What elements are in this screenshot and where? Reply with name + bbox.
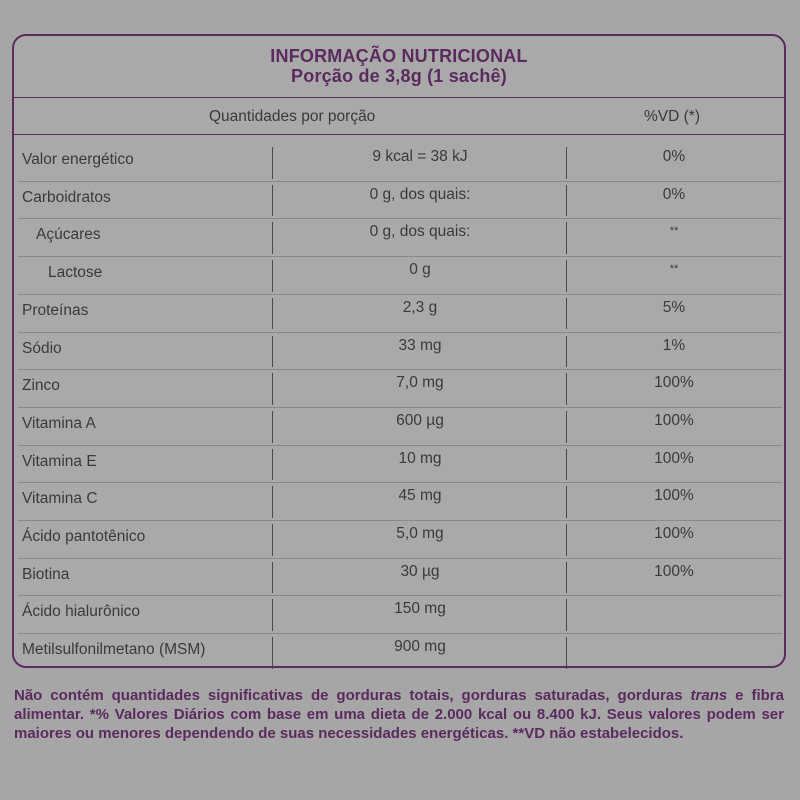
row-vd: 5% [662, 298, 686, 316]
row-divider [18, 180, 782, 182]
row-amount: 0 g, dos quais: [369, 185, 471, 203]
column-divider [272, 599, 273, 632]
row-amount: 2,3 g [402, 298, 438, 316]
row-name: Zinco [22, 377, 60, 395]
row-name: Valor energético [22, 151, 134, 168]
column-divider [272, 222, 273, 255]
row-divider [18, 482, 782, 484]
column-divider [566, 561, 567, 594]
footnote: Não contém quantidades significativas de… [14, 686, 784, 743]
row-amount: 9 kcal = 38 kJ [372, 148, 468, 165]
column-divider [272, 637, 273, 669]
row-name: Proteínas [22, 301, 89, 319]
row-name: Biotina [22, 565, 70, 583]
row-divider [18, 520, 782, 521]
column-divider [272, 373, 273, 405]
header-vd: %VD (*) [644, 108, 700, 125]
row-divider [18, 331, 782, 333]
column-divider [566, 637, 567, 669]
column-divider [566, 599, 567, 632]
column-divider [566, 448, 567, 481]
column-divider [566, 486, 567, 518]
row-amount: 7,0 mg [396, 374, 444, 392]
row-vd: 100% [654, 525, 694, 542]
row-vd: 100% [654, 562, 694, 580]
nutrition-table: INFORMAÇÃO NUTRICIONAL Porção de 3,8g (1… [12, 34, 786, 669]
row-name: Ácido pantotênico [22, 528, 146, 545]
row-divider [18, 293, 782, 295]
row-name: Vitamina A [22, 414, 96, 432]
column-divider [272, 297, 273, 330]
row-amount: 600 µg [396, 411, 444, 429]
row-vd: 100% [654, 374, 694, 392]
row-name: Metilsulfonilmetano (MSM) [22, 641, 206, 659]
row-name: Lactose [48, 264, 103, 282]
column-divider [272, 410, 273, 443]
row-amount: 0 g, dos quais: [369, 223, 471, 241]
row-amount: 45 mg [398, 487, 442, 505]
row-amount: 10 mg [398, 449, 442, 467]
row-amount: 900 mg [394, 638, 446, 656]
footnote-trans: trans [690, 687, 728, 704]
row-amount: 30 µg [400, 562, 440, 580]
column-divider [272, 184, 273, 217]
row-name: Carboidratos [22, 188, 111, 206]
column-divider [566, 335, 567, 368]
header-divider [14, 134, 784, 135]
column-divider [566, 297, 567, 330]
portion-size: Porção de 3,8g (1 sachê) [291, 66, 507, 86]
row-amount: 5,0 mg [396, 525, 444, 542]
column-divider [566, 222, 567, 255]
row-name: Vitamina C [22, 490, 98, 508]
header-quantity: Quantidades por porção [209, 108, 376, 125]
column-divider [272, 335, 273, 368]
row-vd: 1% [662, 336, 686, 354]
row-vd: 100% [654, 449, 694, 467]
column-divider [272, 448, 273, 481]
column-divider [566, 184, 567, 217]
table-title: INFORMAÇÃO NUTRICIONAL [270, 46, 528, 66]
row-vd: ** [669, 225, 679, 238]
row-name: Vitamina E [22, 452, 97, 470]
column-divider [566, 373, 567, 405]
column-divider [566, 147, 567, 179]
row-name: Ácido hialurônico [22, 603, 141, 621]
row-divider [18, 256, 782, 258]
row-name: Açúcares [36, 226, 101, 244]
row-vd: 100% [654, 411, 694, 429]
column-divider [272, 486, 273, 518]
row-amount: 0 g [409, 261, 431, 279]
column-divider [272, 260, 273, 292]
row-amount: 33 mg [398, 336, 442, 354]
row-vd: 0% [662, 148, 686, 165]
footnote-text-1: Não contém quantidades significativas de… [14, 687, 691, 704]
row-divider [18, 633, 782, 635]
column-divider [272, 147, 273, 179]
row-divider [18, 444, 782, 446]
column-divider [566, 260, 567, 292]
row-vd: 0% [662, 185, 686, 203]
column-divider [566, 410, 567, 443]
column-divider [566, 524, 567, 556]
column-divider [272, 561, 273, 594]
row-vd: ** [669, 263, 679, 276]
row-divider [18, 557, 782, 559]
footnote-text-2: e fibra alimentar. *% Valores Diários co… [14, 687, 784, 742]
row-divider [18, 369, 782, 371]
row-divider [18, 595, 782, 597]
title-divider [14, 97, 784, 98]
row-divider [18, 406, 782, 408]
column-divider [272, 524, 273, 556]
row-name: Sódio [22, 339, 62, 357]
row-amount: 150 mg [394, 600, 446, 618]
row-vd: 100% [654, 487, 694, 505]
row-divider [18, 218, 782, 220]
